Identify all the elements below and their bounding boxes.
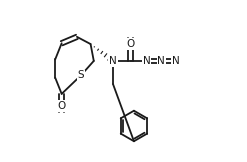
Text: N: N [172, 56, 180, 66]
Text: N: N [157, 56, 165, 66]
Text: O: O [127, 39, 135, 49]
Text: N: N [143, 56, 151, 66]
Text: N: N [109, 56, 117, 66]
Text: O: O [58, 101, 66, 111]
Text: S: S [78, 70, 84, 80]
